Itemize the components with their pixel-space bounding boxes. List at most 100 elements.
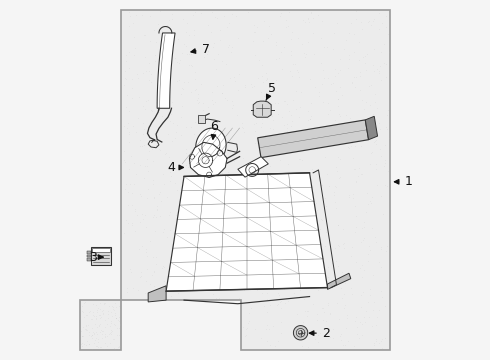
Point bbox=[359, 237, 367, 243]
Point bbox=[245, 310, 253, 316]
Point bbox=[82, 312, 90, 318]
Point bbox=[244, 325, 251, 331]
Point bbox=[351, 319, 359, 324]
Point bbox=[101, 324, 109, 330]
Point bbox=[146, 60, 153, 66]
Point bbox=[291, 61, 298, 67]
Point bbox=[367, 292, 374, 298]
Point bbox=[292, 88, 300, 94]
Point bbox=[242, 222, 250, 228]
Point bbox=[262, 109, 270, 114]
Point bbox=[302, 221, 310, 226]
Point bbox=[331, 117, 339, 122]
Point bbox=[266, 125, 273, 131]
Point bbox=[334, 70, 342, 76]
Point bbox=[96, 306, 103, 312]
Point bbox=[195, 100, 202, 106]
Point bbox=[337, 332, 344, 337]
Point bbox=[246, 305, 254, 311]
Point bbox=[252, 221, 260, 226]
Point bbox=[382, 303, 390, 309]
Polygon shape bbox=[365, 116, 377, 140]
Point bbox=[85, 310, 93, 315]
Polygon shape bbox=[294, 325, 308, 340]
Point bbox=[216, 284, 223, 289]
Point bbox=[272, 40, 280, 45]
Point bbox=[183, 277, 191, 283]
Point bbox=[375, 120, 383, 126]
Point bbox=[321, 229, 329, 234]
Point bbox=[253, 287, 261, 293]
Point bbox=[126, 266, 134, 272]
Point bbox=[273, 283, 281, 288]
Point bbox=[156, 189, 164, 195]
Point bbox=[329, 80, 337, 86]
Point bbox=[382, 13, 390, 19]
Point bbox=[371, 91, 379, 96]
Point bbox=[345, 192, 353, 198]
Point bbox=[286, 229, 294, 235]
Point bbox=[139, 71, 147, 76]
Point bbox=[293, 255, 300, 261]
Point bbox=[107, 318, 115, 324]
Point bbox=[209, 9, 217, 15]
Point bbox=[251, 29, 259, 35]
Bar bbox=[92, 248, 110, 252]
Point bbox=[101, 331, 109, 337]
Point bbox=[342, 302, 349, 307]
Point bbox=[137, 269, 145, 275]
Point bbox=[101, 301, 109, 306]
Point bbox=[116, 314, 123, 320]
Point bbox=[304, 327, 312, 333]
Point bbox=[213, 266, 221, 272]
Point bbox=[220, 13, 227, 19]
Point bbox=[229, 102, 237, 107]
Point bbox=[368, 194, 375, 200]
Point bbox=[128, 95, 136, 100]
Point bbox=[180, 41, 188, 46]
Point bbox=[123, 189, 131, 195]
Point bbox=[92, 335, 100, 341]
Point bbox=[120, 148, 127, 154]
Point bbox=[178, 279, 186, 285]
Point bbox=[385, 49, 392, 55]
Point bbox=[136, 220, 144, 225]
Point bbox=[331, 245, 339, 251]
Point bbox=[280, 286, 288, 292]
Point bbox=[146, 77, 153, 83]
Text: 7: 7 bbox=[191, 42, 210, 55]
Point bbox=[125, 13, 133, 19]
Point bbox=[128, 222, 136, 228]
Point bbox=[288, 123, 295, 129]
Point bbox=[274, 302, 282, 307]
Point bbox=[188, 89, 196, 95]
Point bbox=[349, 155, 357, 161]
Point bbox=[182, 43, 190, 49]
Point bbox=[203, 51, 211, 57]
Point bbox=[88, 316, 96, 322]
Point bbox=[258, 111, 266, 117]
Point bbox=[302, 51, 310, 57]
Point bbox=[150, 27, 158, 33]
Point bbox=[164, 23, 171, 28]
Point bbox=[165, 51, 173, 57]
Point bbox=[225, 42, 233, 48]
Point bbox=[286, 9, 294, 15]
Point bbox=[285, 218, 293, 224]
Point bbox=[342, 112, 350, 118]
Point bbox=[92, 315, 100, 321]
Point bbox=[349, 138, 357, 144]
Point bbox=[257, 336, 265, 341]
Point bbox=[371, 138, 379, 144]
Point bbox=[250, 190, 258, 196]
Point bbox=[382, 74, 390, 80]
Point bbox=[366, 243, 373, 249]
Point bbox=[304, 308, 312, 314]
Point bbox=[255, 57, 263, 63]
Point bbox=[205, 126, 213, 132]
Point bbox=[211, 116, 219, 122]
Point bbox=[93, 332, 101, 337]
Point bbox=[90, 314, 98, 319]
Point bbox=[332, 164, 340, 170]
Point bbox=[94, 339, 102, 345]
